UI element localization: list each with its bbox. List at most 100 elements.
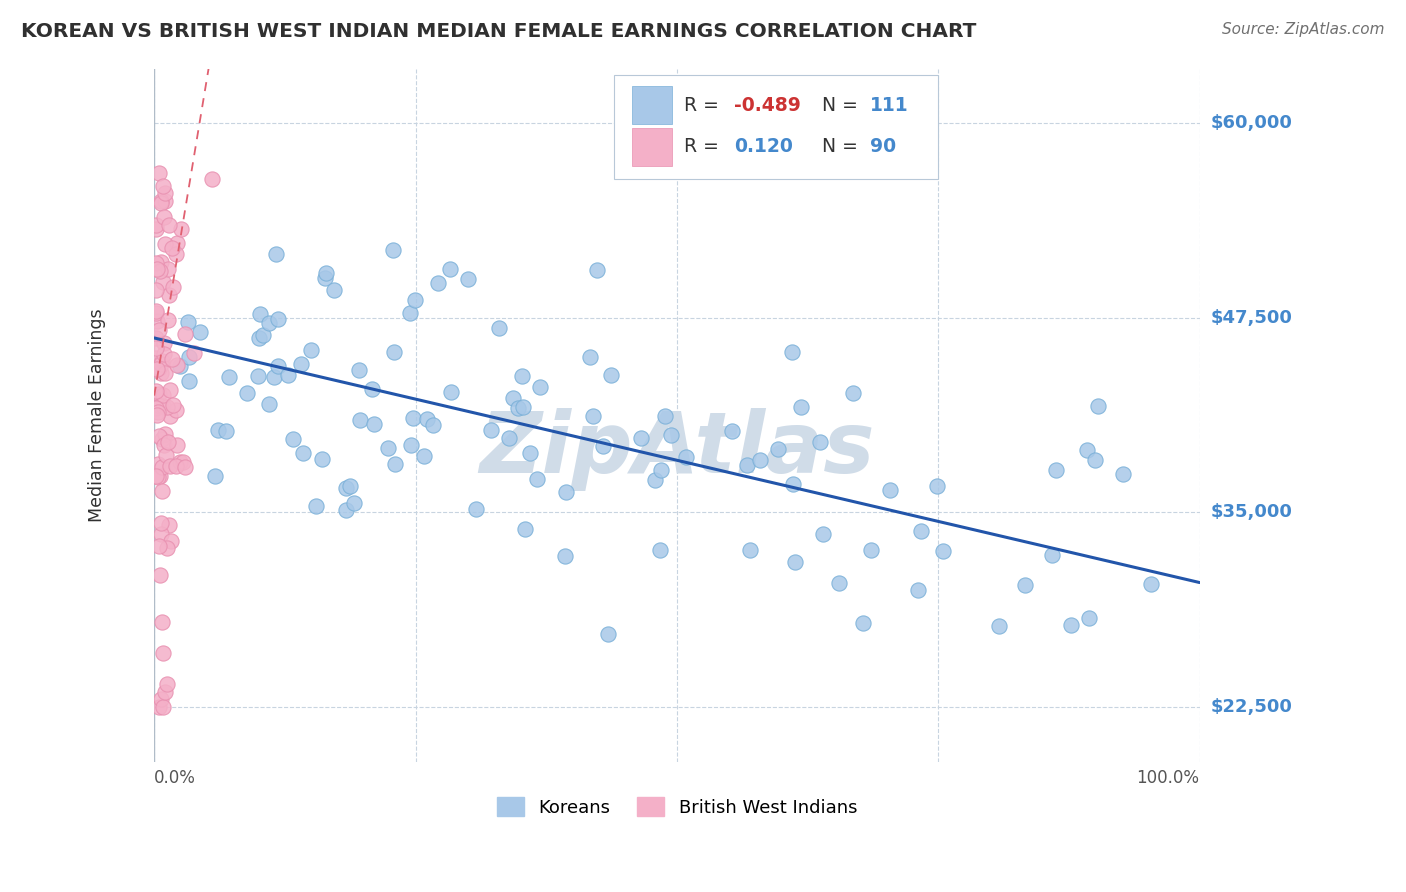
Point [277, 368, 299, 383]
Point [150, 432, 173, 446]
Point [214, 424, 236, 438]
Text: N =: N = [823, 95, 865, 115]
Point [600, 368, 623, 383]
Point [488, 321, 510, 335]
Point [162, 242, 184, 256]
Point [498, 431, 520, 445]
Point [152, 388, 174, 402]
Point [157, 518, 180, 533]
Point [749, 452, 772, 467]
Point [148, 386, 170, 401]
Point [145, 222, 167, 236]
Bar [631, 87, 672, 124]
Point [148, 539, 170, 553]
Point [236, 385, 259, 400]
Point [155, 366, 177, 380]
Point [183, 346, 205, 360]
Point [150, 459, 173, 474]
Point [828, 576, 851, 591]
FancyBboxPatch shape [614, 76, 938, 179]
Point [927, 479, 949, 493]
Point [149, 399, 172, 413]
Point [439, 384, 461, 399]
Point [529, 380, 551, 394]
Point [987, 618, 1010, 632]
Point [145, 304, 167, 318]
Point [150, 255, 173, 269]
Text: $22,500: $22,500 [1211, 698, 1292, 716]
Point [399, 438, 422, 452]
Point [149, 195, 172, 210]
Point [153, 684, 176, 698]
Point [1060, 618, 1083, 632]
Point [252, 327, 274, 342]
Point [339, 478, 361, 492]
Point [145, 401, 167, 416]
Point [153, 347, 176, 361]
Point [932, 544, 955, 558]
Point [152, 700, 174, 714]
Point [145, 261, 167, 276]
Point [162, 398, 184, 412]
Point [152, 353, 174, 368]
Point [766, 442, 789, 456]
Point [174, 460, 197, 475]
Point [526, 472, 548, 486]
Point [257, 397, 280, 411]
Point [149, 264, 172, 278]
Point [413, 449, 436, 463]
Point [155, 427, 177, 442]
Point [150, 615, 173, 630]
Point [157, 288, 180, 302]
Point [156, 312, 179, 326]
Point [146, 408, 169, 422]
Point [335, 503, 357, 517]
Point [148, 323, 170, 337]
Point [165, 458, 187, 473]
Point [808, 435, 831, 450]
Text: N =: N = [823, 137, 865, 156]
Point [439, 261, 461, 276]
Point [479, 423, 502, 437]
Point [148, 361, 170, 376]
Point [675, 450, 697, 464]
Point [737, 458, 759, 472]
Point [201, 171, 224, 186]
Point [146, 314, 169, 328]
Text: $35,000: $35,000 [1211, 503, 1292, 522]
Point [416, 412, 439, 426]
Point [160, 351, 183, 366]
Point [218, 370, 240, 384]
Text: $60,000: $60,000 [1211, 114, 1292, 132]
Point [554, 549, 576, 563]
Text: 0.120: 0.120 [734, 137, 793, 156]
Text: R =: R = [685, 137, 725, 156]
Point [335, 481, 357, 495]
Point [149, 366, 172, 380]
Point [1140, 577, 1163, 591]
Point [422, 417, 444, 432]
Point [519, 446, 541, 460]
Point [650, 543, 672, 558]
Point [650, 463, 672, 477]
Point [381, 243, 404, 257]
Point [152, 399, 174, 413]
Point [384, 457, 406, 471]
Point [204, 469, 226, 483]
Point [464, 502, 486, 516]
Point [1083, 453, 1105, 467]
Point [249, 308, 271, 322]
Point [145, 331, 167, 345]
Point [842, 386, 865, 401]
Point [247, 331, 270, 345]
Text: ZipAtlas: ZipAtlas [479, 409, 875, 491]
Point [153, 194, 176, 209]
Point [281, 432, 304, 446]
Point [148, 458, 170, 472]
Point [152, 437, 174, 451]
Point [145, 306, 167, 320]
Text: 0.0%: 0.0% [155, 770, 195, 788]
Point [149, 468, 172, 483]
Point [907, 583, 929, 598]
Point [165, 403, 187, 417]
